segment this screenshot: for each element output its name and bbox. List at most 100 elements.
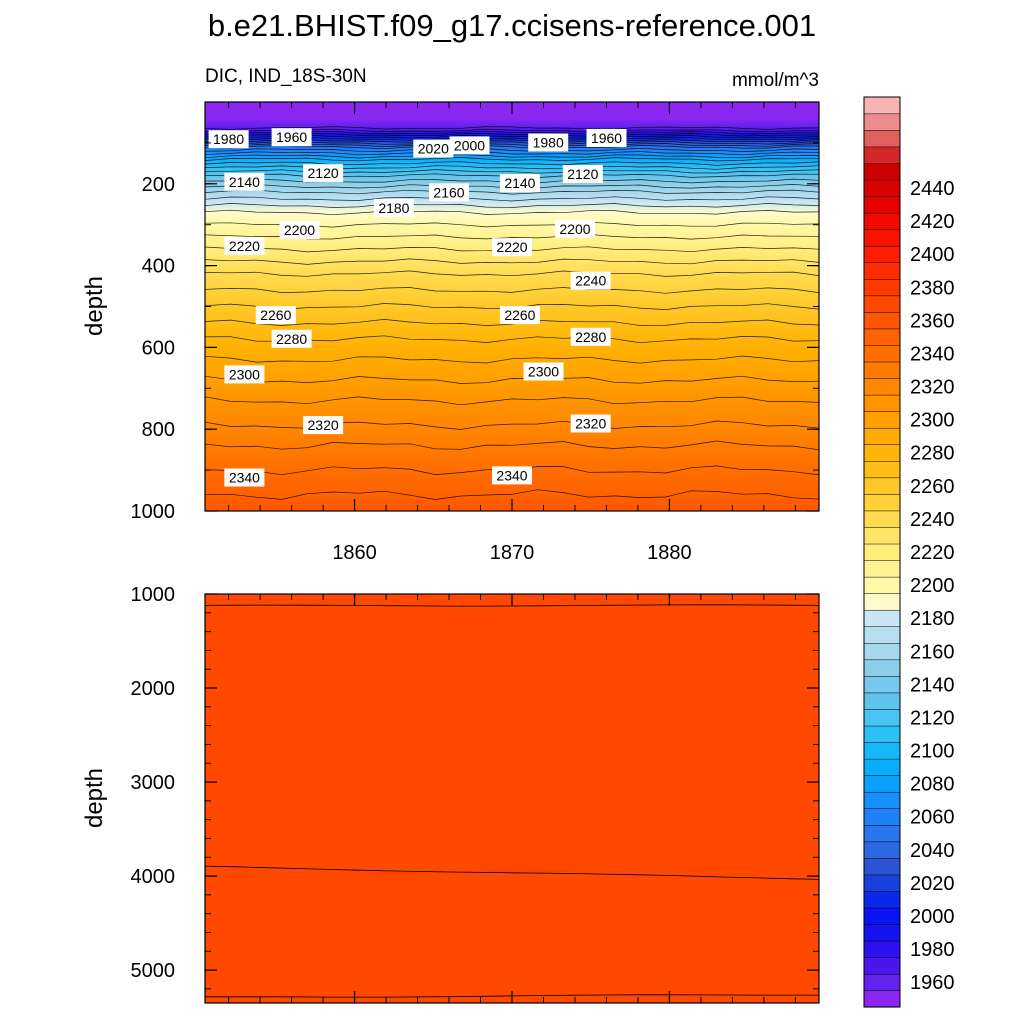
colorbar-swatch [863, 593, 901, 611]
colorbar-swatch [863, 758, 901, 776]
contour-label: 2220 [224, 237, 265, 255]
colorbar-label: 1960 [910, 972, 955, 994]
upper-x-axis: 1860 1870 1880 [228, 102, 796, 564]
lower-y-axis: 1000 2000 3000 4000 5000 [131, 584, 819, 990]
lower-y-axis-title: depth [81, 768, 108, 828]
contour-label: 2120 [303, 164, 344, 183]
contour-line [205, 154, 819, 159]
colorbar-swatch [863, 146, 901, 164]
colorbar-swatch [863, 857, 901, 876]
y-tick-label: 600 [142, 337, 175, 359]
colorbar-label: 2420 [910, 211, 955, 233]
colorbar-swatch [863, 841, 901, 859]
upper-panel: 1980 1960 2020 2000 1980 1960 2140 2120 2160 2140… [81, 101, 820, 564]
colorbar-label: 2100 [910, 741, 955, 763]
contour-label-text: 2280 [276, 331, 307, 347]
contour-label: 1960 [586, 129, 627, 147]
colorbar-swatch [863, 113, 901, 131]
colorbar-swatch [863, 196, 901, 214]
colorbar-swatch [863, 940, 901, 958]
colorbar-swatch [863, 990, 901, 1008]
colorbar-swatch [863, 510, 901, 528]
colorbar-swatch [863, 973, 901, 992]
units-label: mmol/m^3 [732, 70, 819, 91]
contour-line [205, 440, 819, 451]
y-tick-label: 5000 [131, 960, 176, 982]
contour-label-box [224, 468, 265, 487]
contour-label: 2300 [224, 365, 265, 384]
contour-line [205, 151, 819, 156]
contour-label-text: 2220 [229, 238, 260, 254]
colorbar: 1960 1980 2000 2020 2040 2060 2080 2100 2120 2140… [863, 96, 955, 1008]
colorbar-label: 2180 [910, 608, 955, 630]
contour-line [205, 258, 819, 265]
colorbar-swatch [863, 957, 901, 975]
contour-label-text: 1960 [591, 130, 622, 146]
colorbar-label: 2160 [910, 641, 955, 663]
colorbar-swatch [863, 791, 901, 810]
contour-label-text: 2340 [496, 467, 527, 483]
contour-label-text: 2320 [575, 416, 606, 432]
contour-label-text: 2160 [433, 184, 464, 200]
chart-title: b.e21.BHIST.f09_g17.ccisens-reference.00… [208, 8, 816, 43]
colorbar-label: 2320 [910, 377, 955, 399]
contour-label-box [492, 466, 532, 485]
colorbar-swatch [863, 229, 901, 247]
upper-contour-labels: 1980 1960 2020 2000 1980 1960 2140 2120 2160 2140… [208, 128, 627, 487]
contour-label-text: 2260 [504, 307, 535, 323]
contour-label-box [570, 327, 611, 346]
colorbar-swatch [863, 907, 901, 925]
colorbar-label: 1980 [910, 939, 955, 961]
colorbar-swatch [863, 212, 901, 230]
colorbar-label: 2120 [910, 708, 955, 730]
colorbar-label: 2260 [910, 476, 955, 498]
contour-line [205, 157, 819, 162]
contour-line [205, 865, 819, 880]
y-tick-label: 1000 [131, 584, 176, 606]
contour-line [205, 489, 819, 500]
contour-label-text: 2220 [496, 239, 527, 255]
contour-label: 2260 [255, 306, 296, 325]
colorbar-swatch [863, 675, 901, 694]
contour-label: 1980 [528, 133, 569, 152]
contour-label-text: 2180 [378, 200, 409, 216]
contour-label-text: 2200 [559, 221, 590, 237]
colorbar-swatch [863, 344, 901, 363]
colorbar-swatch [863, 328, 901, 346]
contour-label: 2140 [499, 174, 540, 192]
contour-label-box [208, 130, 249, 149]
colorbar-swatch [863, 560, 901, 578]
colorbar-swatch [863, 642, 901, 661]
contour-label-text: 2300 [229, 366, 260, 382]
colorbar-swatch [863, 742, 901, 760]
contour-label-text: 2200 [284, 222, 315, 238]
contour-label-box [492, 238, 532, 257]
colorbar-swatch [863, 460, 901, 479]
contour-label: 2200 [279, 221, 320, 239]
contour-label-text: 2120 [308, 165, 339, 181]
contour-label: 2160 [429, 183, 469, 202]
contour-label: 2340 [224, 468, 265, 487]
contour-label: 2120 [562, 165, 603, 183]
contour-label-text: 2300 [528, 364, 559, 380]
contour-label: 2240 [570, 271, 611, 290]
colorbar-swatch [863, 361, 901, 379]
contour-label-box [586, 129, 627, 147]
contour-label-box [271, 128, 312, 147]
colorbar-swatch [863, 493, 901, 512]
contour-line [205, 196, 819, 202]
x-tick-label: 1860 [332, 542, 377, 564]
upper-y-axis-title: depth [81, 276, 108, 336]
contour-label-box [499, 306, 540, 325]
y-tick-label: 800 [142, 419, 175, 441]
contour-line [205, 145, 819, 150]
contour-label: 2300 [523, 362, 564, 381]
contour-label-box [224, 172, 265, 191]
contour-line [205, 147, 819, 152]
contour-label-text: 2280 [575, 329, 606, 345]
colorbar-frame [863, 96, 901, 1008]
colorbar-swatch [863, 295, 901, 313]
colorbar-swatch [863, 824, 901, 843]
contour-label-text: 2260 [260, 307, 291, 323]
